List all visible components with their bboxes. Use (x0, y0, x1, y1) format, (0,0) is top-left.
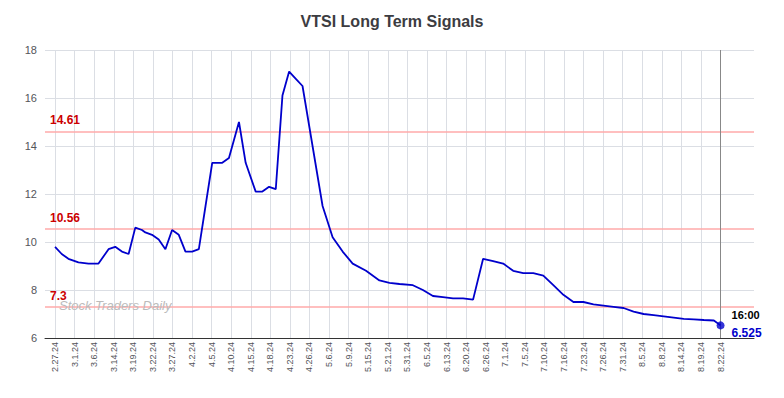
svg-text:5.6.24: 5.6.24 (324, 342, 334, 367)
svg-text:7.23.24: 7.23.24 (579, 342, 589, 372)
svg-text:3.27.24: 3.27.24 (167, 342, 177, 372)
svg-text:7.3: 7.3 (50, 288, 67, 303)
svg-text:7.31.24: 7.31.24 (618, 342, 628, 372)
svg-text:8.8.24: 8.8.24 (657, 342, 667, 367)
svg-text:12: 12 (25, 188, 37, 200)
svg-text:6: 6 (31, 332, 37, 344)
svg-text:4.5.24: 4.5.24 (207, 342, 217, 367)
svg-text:3.14.24: 3.14.24 (109, 342, 119, 372)
svg-text:3.1.24: 3.1.24 (70, 342, 80, 367)
svg-text:4.10.24: 4.10.24 (226, 342, 236, 372)
svg-text:8.5.24: 8.5.24 (637, 342, 647, 367)
svg-text:3.6.24: 3.6.24 (89, 342, 99, 367)
svg-text:6.5.24: 6.5.24 (422, 342, 432, 367)
svg-text:VTSI Long Term Signals: VTSI Long Term Signals (301, 13, 484, 30)
svg-text:5.9.24: 5.9.24 (344, 342, 354, 367)
svg-text:18: 18 (25, 44, 37, 56)
svg-text:14.61: 14.61 (50, 113, 80, 127)
svg-text:7.16.24: 7.16.24 (559, 342, 569, 372)
svg-text:4.18.24: 4.18.24 (265, 342, 275, 372)
svg-text:8.14.24: 8.14.24 (676, 342, 686, 372)
svg-text:6.13.24: 6.13.24 (442, 342, 452, 372)
svg-text:16: 16 (25, 92, 37, 104)
svg-text:4.23.24: 4.23.24 (285, 342, 295, 372)
svg-text:3.22.24: 3.22.24 (148, 342, 158, 372)
svg-text:6.20.24: 6.20.24 (461, 342, 471, 372)
svg-text:4.26.24: 4.26.24 (304, 342, 314, 372)
svg-text:5.21.24: 5.21.24 (383, 342, 393, 372)
svg-text:4.2.24: 4.2.24 (187, 342, 197, 367)
svg-text:6.525: 6.525 (732, 326, 762, 340)
svg-text:8.22.24: 8.22.24 (716, 342, 726, 372)
svg-text:5.31.24: 5.31.24 (402, 342, 412, 372)
svg-text:3.19.24: 3.19.24 (128, 342, 138, 372)
svg-text:Stock Traders Daily: Stock Traders Daily (59, 298, 173, 313)
svg-text:2.27.24: 2.27.24 (50, 342, 60, 372)
svg-text:10.56: 10.56 (50, 211, 80, 225)
svg-text:6.26.24: 6.26.24 (481, 342, 491, 372)
svg-text:7.26.24: 7.26.24 (598, 342, 608, 372)
svg-text:7.10.24: 7.10.24 (539, 342, 549, 372)
svg-text:8.19.24: 8.19.24 (696, 342, 706, 372)
svg-text:16:00: 16:00 (732, 309, 760, 321)
svg-text:5.15.24: 5.15.24 (363, 342, 373, 372)
svg-text:4.15.24: 4.15.24 (246, 342, 256, 372)
svg-text:14: 14 (25, 140, 37, 152)
svg-text:10: 10 (25, 236, 37, 248)
svg-text:7.1.24: 7.1.24 (500, 342, 510, 367)
svg-text:7.5.24: 7.5.24 (520, 342, 530, 367)
svg-text:8: 8 (31, 284, 37, 296)
